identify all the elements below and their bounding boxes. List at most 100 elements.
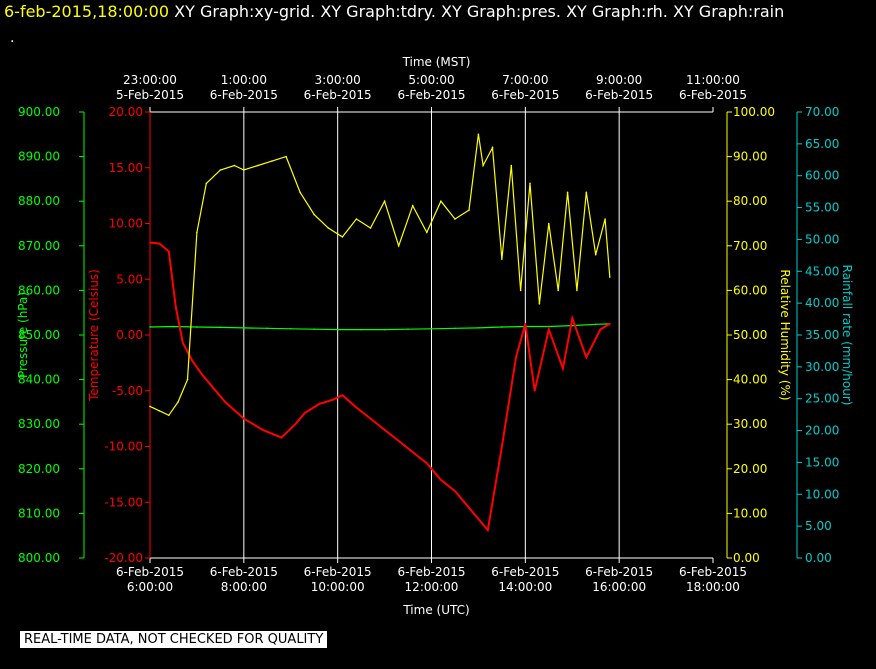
temperature-point [383,428,386,431]
humidity-point [219,169,222,171]
graph-title-xy-grid: XY Graph:xy-grid. [174,2,316,21]
temperature-point [355,406,358,409]
humidity-point [454,218,456,220]
x-top-tick-date: 6-Feb-2015 [304,88,372,102]
temperature-point [149,241,151,244]
pressure-point [289,327,292,330]
humidity-point [491,146,494,149]
temperature-point [501,445,503,448]
humidity-point [426,231,428,234]
humidity-point [233,164,236,167]
humidity-point [501,258,503,260]
x-bottom-tick-date: 6-Feb-2015 [210,565,278,579]
pressure-point [266,327,269,330]
temperature-point [585,356,588,359]
temperature-point [608,323,611,325]
humidity-point [440,200,442,202]
rain-tick-label: 10.00 [805,487,839,501]
humidity-tick-label: 60.00 [733,283,767,297]
humidity-point [313,213,316,216]
pressure-tick-label: 860.00 [18,283,60,297]
temperature-tick-label: -15.00 [104,495,143,509]
temperature-point [515,356,517,359]
temperature-tick-label: -5.00 [112,384,143,398]
x-bottom-tick-date: 6-Feb-2015 [585,565,653,579]
pressure-tick-label: 870.00 [18,239,60,253]
graph-title-pres: XY Graph:pres. [441,2,561,21]
pressure-tick-label: 800.00 [18,551,60,565]
temperature-point [280,436,283,439]
x-top-tick-time: 9:00:00 [596,73,642,87]
rain-tick-label: 55.00 [805,201,839,215]
rain-tick-label: 70.00 [805,105,839,119]
humidity-point [355,218,358,220]
temperature-point [158,242,161,245]
x-bottom-tick-date: 6-Feb-2015 [491,565,559,579]
pressure-point [172,325,175,328]
x-bottom-tick-time: 16:00:00 [592,580,646,594]
x-top-tick-time: 5:00:00 [408,73,454,87]
temperature-point [477,518,480,520]
humidity-axis-label: Relative Humidity (%) [778,269,792,400]
humidity-point [557,289,559,292]
temperature-point [562,367,564,370]
x-bottom-tick-time: 6:00:00 [127,580,173,594]
temperature-point [261,428,264,431]
humidity-point [243,169,245,171]
temperature-point [468,507,470,509]
humidity-tick-label: 100.00 [733,105,775,119]
pressure-point [243,327,245,329]
temperature-series-line [149,241,611,533]
pressure-point [594,323,597,326]
header-bar: 6-feb-2015,18:00:00 XY Graph:xy-grid. XY… [4,2,784,21]
humidity-tick-label: 30.00 [733,417,767,431]
x-top-tick-date: 6-Feb-2015 [491,88,559,102]
x-bottom-axis-label: Time (UTC) [402,603,469,617]
pressure-tick-label: 810.00 [18,506,60,520]
pressure-point [383,328,386,331]
x-bottom-tick-date: 6-Feb-2015 [116,565,184,579]
pressure-point [219,326,222,329]
pressure-tick-label: 880.00 [18,194,60,208]
humidity-tick-label: 40.00 [733,373,767,387]
humidity-point [341,236,344,238]
temperature-point [224,401,226,403]
pressure-point [360,328,362,331]
humidity-point [411,204,414,207]
pressure-point [149,326,151,328]
header-dot: . [10,30,15,46]
x-bottom-tick-date: 6-Feb-2015 [304,565,372,579]
humidity-point [167,414,170,417]
temperature-point [341,394,344,397]
temperature-point [191,359,194,362]
rain-tick-label: 65.00 [805,137,839,151]
humidity-point [468,209,470,211]
temperature-tick-label: 10.00 [109,217,143,231]
rain-tick-label: 45.00 [805,264,839,278]
temperature-tick-label: 0.00 [116,328,143,342]
rain-tick-label: 50.00 [805,232,839,246]
humidity-series-line [149,134,611,417]
humidity-point [158,410,161,412]
temperature-point [294,423,297,426]
pressure-axis-label: Pressure (hPa) [16,292,30,378]
humidity-point [257,164,259,167]
humidity-point [477,133,480,136]
x-top-tick-date: 5-Feb-2015 [116,88,184,102]
pressure-point [454,327,456,330]
rain-tick-label: 35.00 [805,328,839,342]
graph-title-rain: XY Graph:rain [672,2,785,21]
rain-tick-label: 5.00 [805,519,832,533]
temperature-tick-label: 5.00 [116,272,143,286]
pressure-tick-label: 820.00 [18,462,60,476]
temperature-axis-label: Temperature (Celsius) [87,269,101,402]
temperature-point [571,317,574,320]
temperature-point [411,451,414,453]
rain-tick-label: 30.00 [805,360,839,374]
humidity-point [510,164,513,167]
humidity-point [547,222,550,225]
temperature-point [167,250,170,253]
humidity-point [538,302,541,305]
humidity-tick-label: 0.00 [733,551,760,565]
pressure-tick-label: 850.00 [18,328,60,342]
